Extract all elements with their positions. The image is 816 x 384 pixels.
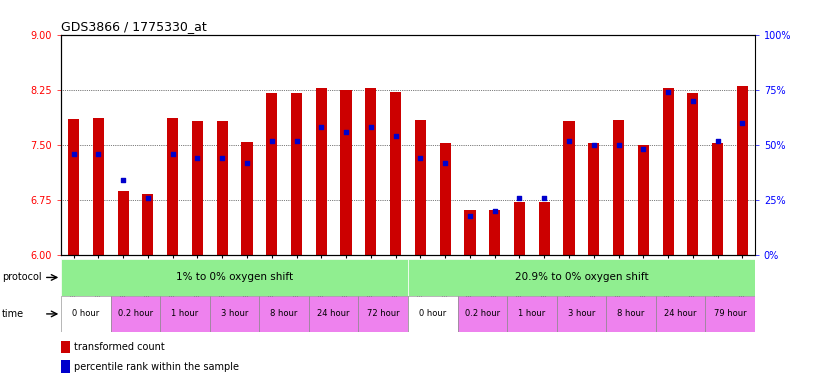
Bar <box>458 296 507 332</box>
Bar <box>415 120 426 255</box>
Bar <box>340 91 352 255</box>
Text: protocol: protocol <box>2 272 42 283</box>
Bar <box>358 296 408 332</box>
Text: 0 hour: 0 hour <box>419 310 446 318</box>
Bar <box>291 93 302 255</box>
Point <box>141 195 154 201</box>
Text: 8 hour: 8 hour <box>270 310 298 318</box>
Bar <box>216 121 228 255</box>
Bar <box>118 191 129 255</box>
Point <box>364 124 377 131</box>
Bar <box>588 144 600 255</box>
Point <box>612 142 625 148</box>
Text: percentile rank within the sample: percentile rank within the sample <box>73 362 239 372</box>
Bar <box>613 120 624 255</box>
Bar <box>507 296 557 332</box>
Bar <box>390 92 401 255</box>
Point <box>241 160 254 166</box>
Point <box>265 137 278 144</box>
Bar <box>440 144 450 255</box>
Text: 3 hour: 3 hour <box>568 310 595 318</box>
Bar <box>160 296 210 332</box>
Bar <box>606 296 656 332</box>
Point <box>439 160 452 166</box>
Point <box>513 195 526 201</box>
Bar <box>142 194 153 255</box>
Bar <box>656 296 705 332</box>
Point <box>389 133 402 139</box>
Bar <box>705 296 755 332</box>
Point <box>488 208 501 214</box>
Bar <box>61 259 408 296</box>
Bar <box>61 341 69 353</box>
Text: 20.9% to 0% oxygen shift: 20.9% to 0% oxygen shift <box>515 272 648 283</box>
Bar <box>366 88 376 255</box>
Bar <box>316 88 327 255</box>
Text: 0.2 hour: 0.2 hour <box>465 310 500 318</box>
Bar <box>167 118 178 255</box>
Bar <box>539 202 550 255</box>
Point <box>562 137 575 144</box>
Text: transformed count: transformed count <box>73 342 165 352</box>
Point <box>166 151 180 157</box>
Bar <box>309 296 358 332</box>
Point <box>538 195 551 201</box>
Text: 3 hour: 3 hour <box>221 310 248 318</box>
Bar <box>408 296 458 332</box>
Point <box>290 137 303 144</box>
Text: 1 hour: 1 hour <box>171 310 198 318</box>
Point <box>339 129 353 135</box>
Bar <box>489 210 500 255</box>
Text: GDS3866 / 1775330_at: GDS3866 / 1775330_at <box>61 20 207 33</box>
Bar <box>737 86 748 255</box>
Bar <box>687 93 698 255</box>
Point <box>67 151 80 157</box>
Bar <box>61 296 111 332</box>
Bar <box>192 121 203 255</box>
Bar <box>210 296 259 332</box>
Point <box>315 124 328 131</box>
Point <box>711 137 724 144</box>
Point <box>588 142 601 148</box>
Text: 0.2 hour: 0.2 hour <box>118 310 153 318</box>
Bar <box>242 142 253 255</box>
Bar <box>259 296 309 332</box>
Bar <box>663 88 674 255</box>
Text: time: time <box>2 309 24 319</box>
Bar <box>111 296 160 332</box>
Text: 1 hour: 1 hour <box>518 310 545 318</box>
Point <box>191 155 204 161</box>
Text: 72 hour: 72 hour <box>367 310 400 318</box>
Point <box>92 151 105 157</box>
Text: 24 hour: 24 hour <box>664 310 697 318</box>
Point <box>686 98 699 104</box>
Bar <box>712 144 723 255</box>
Text: 79 hour: 79 hour <box>714 310 747 318</box>
Point <box>117 177 130 184</box>
Point <box>414 155 427 161</box>
Point <box>662 89 675 95</box>
Bar <box>68 119 79 255</box>
Bar <box>464 210 476 255</box>
Bar <box>638 145 649 255</box>
Bar <box>61 360 69 373</box>
Text: 24 hour: 24 hour <box>317 310 350 318</box>
Bar <box>93 119 104 255</box>
Bar <box>557 296 606 332</box>
Bar <box>408 259 755 296</box>
Point <box>736 120 749 126</box>
Point <box>215 155 228 161</box>
Bar <box>514 202 525 255</box>
Text: 8 hour: 8 hour <box>617 310 645 318</box>
Point <box>463 213 477 219</box>
Text: 0 hour: 0 hour <box>73 310 100 318</box>
Text: 1% to 0% oxygen shift: 1% to 0% oxygen shift <box>176 272 293 283</box>
Point <box>636 146 650 152</box>
Bar <box>266 93 277 255</box>
Bar <box>563 121 574 255</box>
